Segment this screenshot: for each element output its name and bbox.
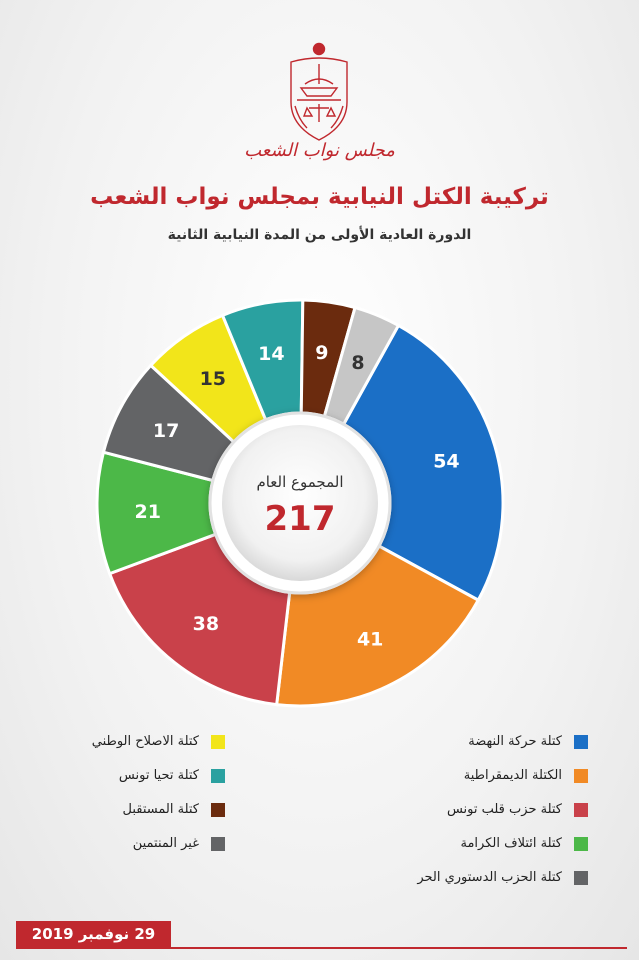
council-name: مجلس نواب الشعب xyxy=(244,140,395,161)
page-subtitle: الدورة العادية الأولى من المدة النيابية … xyxy=(167,227,472,243)
legend-label: كتلة تحيا تونس xyxy=(118,768,199,783)
legend-item: غير المنتمين xyxy=(95,834,225,853)
legend-label: كتلة المستقبل xyxy=(122,802,199,817)
legend-swatch xyxy=(574,836,588,851)
legend-item: كتلة الاصلاح الوطني xyxy=(91,732,225,751)
donut-slice-labels: 54 41 38 21 17 15 14 9 8 xyxy=(134,342,459,650)
legend-swatch xyxy=(574,768,588,783)
parliament-emblem-icon xyxy=(290,42,348,141)
date-banner: 29 نوفمبر 2019 xyxy=(16,921,171,948)
legend-item: كتلة حزب قلب تونس xyxy=(370,800,588,819)
slice-value-label: 17 xyxy=(153,420,179,442)
legend-right: كتلة حركة النهضة الكتلة الديمقراطية كتلة ح… xyxy=(370,732,588,902)
legend-swatch xyxy=(211,836,225,851)
total-value: 217 xyxy=(265,499,336,539)
slice-value-label: 21 xyxy=(134,501,160,523)
slice-value-label: 38 xyxy=(193,613,219,635)
slice-value-label: 15 xyxy=(200,368,226,390)
slice-value-label: 14 xyxy=(258,343,284,365)
slice-value-label: 54 xyxy=(433,450,459,472)
legend-item: كتلة ائتلاف الكرامة xyxy=(370,834,588,853)
slice-value-label: 41 xyxy=(357,628,383,650)
slice-value-label: 9 xyxy=(315,342,328,364)
legend-label: غير المنتمين xyxy=(132,836,199,851)
date-banner-line xyxy=(16,947,627,949)
legend-item: الكتلة الديمقراطية xyxy=(370,766,588,785)
legend-label: كتلة الحزب الدستوري الحر xyxy=(417,870,562,885)
legend-item: كتلة الحزب الدستوري الحر xyxy=(370,868,588,887)
donut-hole xyxy=(222,425,378,581)
legend-left: كتلة الاصلاح الوطني كتلة تحيا تونس كتلة ال… xyxy=(91,732,225,868)
total-label: المجموع العام xyxy=(256,473,343,491)
legend-swatch xyxy=(211,768,225,783)
legend-swatch xyxy=(574,802,588,817)
legend-item: كتلة حركة النهضة xyxy=(370,732,588,751)
legend-label: كتلة حركة النهضة xyxy=(468,734,562,749)
page-title: تركيبة الكتل النيابية بمجلس نواب الشعب xyxy=(90,184,549,210)
legend-swatch xyxy=(574,870,588,885)
legend-item: كتلة تحيا تونس xyxy=(95,766,225,785)
legend-label: الكتلة الديمقراطية xyxy=(463,768,562,783)
legend-label: كتلة الاصلاح الوطني xyxy=(91,734,199,749)
legend-label: كتلة ائتلاف الكرامة xyxy=(460,836,562,851)
legend-swatch xyxy=(211,802,225,817)
legend-item: كتلة المستقبل xyxy=(95,800,225,819)
slice-value-label: 8 xyxy=(351,352,364,374)
legend-swatch xyxy=(574,734,588,749)
legend-label: كتلة حزب قلب تونس xyxy=(446,802,562,817)
legend-swatch xyxy=(211,734,225,749)
